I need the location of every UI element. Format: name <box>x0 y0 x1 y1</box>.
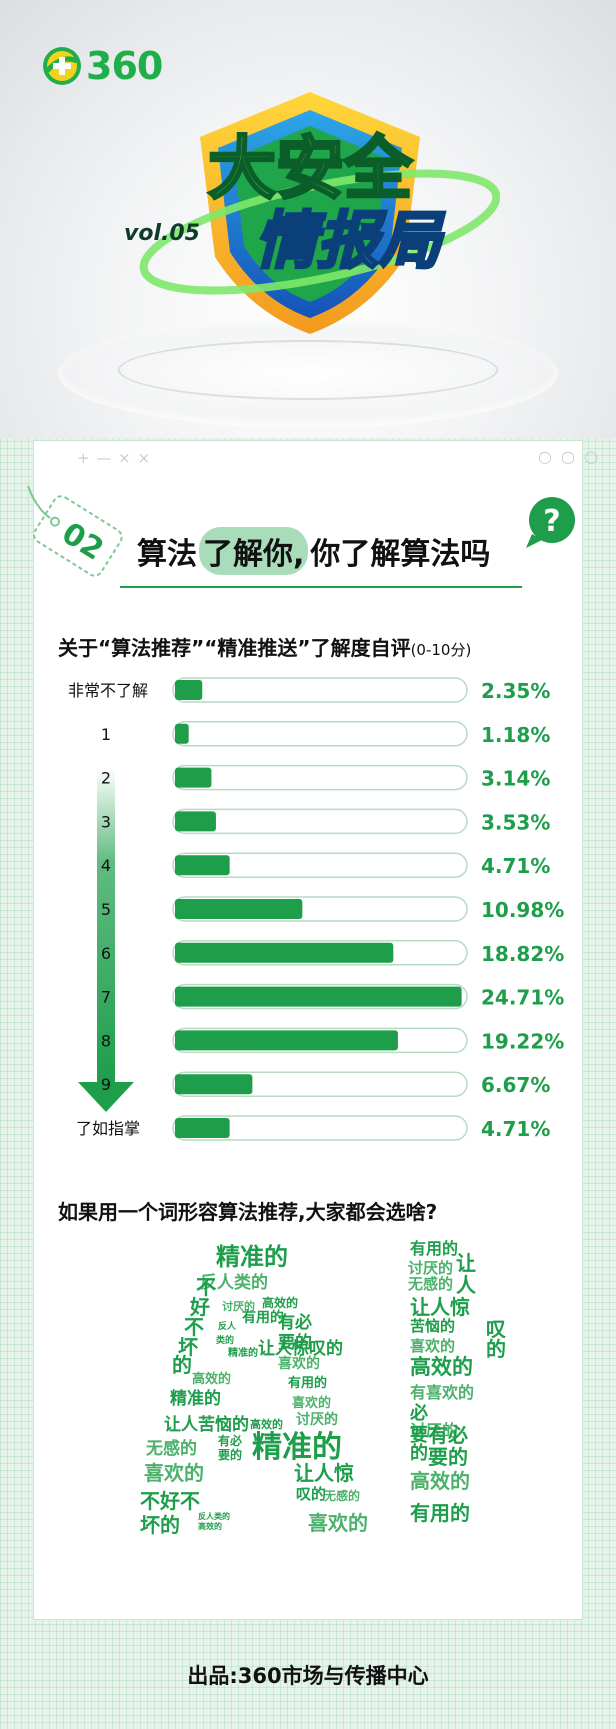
cloud-word: 喜欢的 <box>292 1396 332 1411</box>
hero-platform-ring <box>118 340 498 400</box>
cloud-word: 有用的 <box>410 1239 459 1258</box>
cloud-word: 喜欢的 <box>278 1356 320 1372</box>
ai-word-cloud: 精准的 反人类的不好不坏的讨厌的 高效的 反人 类的 精准的 有用的 高效的 有必 要的 让人惊叹的… <box>140 1241 506 1545</box>
cloud-word: 的 <box>172 1353 192 1377</box>
cloud-word: 无感的 <box>146 1439 197 1459</box>
cloud-word: 高效的 <box>198 1522 222 1531</box>
cloud-word: 反人 <box>218 1322 237 1332</box>
cloud-word: 喜欢的 <box>410 1337 456 1355</box>
footer-credit: 出品:360市场与传播中心 <box>187 1664 429 1688</box>
cloud-word: 有用的 <box>242 1310 284 1326</box>
cloud-word: 高效的 <box>410 1469 470 1493</box>
cloud-word: 有必 <box>218 1434 243 1448</box>
cloud-word: 让 <box>456 1251 476 1275</box>
wordcloud-question: 如果用一个词形容算法推荐,大家都会选啥? <box>58 1200 438 1224</box>
section-title-highlight: 了解你, <box>199 527 309 575</box>
section-title-pre: 算法 <box>137 537 197 572</box>
section-number-tag: 02 <box>27 485 123 577</box>
cloud-word: 高效的 <box>192 1372 232 1387</box>
section-title: 算法 了解你, 你了解算法吗 <box>137 527 491 575</box>
cloud-word: 高效的 <box>410 1355 473 1379</box>
survey-range-note: (0-10分) <box>410 641 472 659</box>
brand-logo: 360 <box>42 44 163 88</box>
info-bureau-emblem: 大安全 情报局 vol.05 <box>124 92 500 334</box>
cloud-word: 要 <box>410 1425 428 1446</box>
cloud-word: 无感的 <box>408 1275 454 1293</box>
cloud-word: 类的 <box>216 1336 235 1346</box>
survey-question-text: 关于“算法推荐”“精准推送”了解度自评 <box>58 636 411 660</box>
card-decoration-symbols: + — × × <box>77 449 152 467</box>
cloud-word: 让人惊 <box>294 1461 354 1485</box>
question-bubble-icon: ? <box>526 497 575 548</box>
cloud-word: 有喜欢的 <box>410 1383 475 1402</box>
card-decoration-dots: ○ ○ ○ <box>538 447 601 466</box>
question-mark: ? <box>543 504 560 539</box>
brand-logo-text: 360 <box>86 44 163 88</box>
hero-banner: 360 大安全 情报局 vol.05 <box>0 0 616 438</box>
cloud-word: 喜欢的 <box>144 1461 204 1485</box>
cloud-word: 有用的 <box>410 1501 470 1525</box>
cloud-word: 讨厌的 <box>222 1300 255 1313</box>
cloud-word: 无感的 <box>324 1489 361 1503</box>
cloud-word: 不 <box>196 1275 216 1299</box>
cloud-word: 苦恼的 <box>410 1317 456 1335</box>
cloud-word: 精准的 <box>216 1243 288 1271</box>
cloud-word: 不 <box>184 1315 204 1339</box>
cloud-word: 精准的 <box>252 1430 342 1465</box>
survey-question: 关于“算法推荐”“精准推送”了解度自评(0-10分) <box>58 632 471 661</box>
cloud-word: 必 <box>410 1403 428 1424</box>
cloud-word: 要的 <box>428 1445 468 1469</box>
cloud-word: 不好不 <box>140 1489 200 1513</box>
cloud-word: 让人苦恼的 <box>164 1415 249 1435</box>
cloud-word: 反人类的 <box>200 1273 268 1293</box>
cloud-word: 让人惊 <box>410 1295 470 1319</box>
cloud-word: 人 <box>456 1273 476 1297</box>
title-underline <box>120 586 522 588</box>
cloud-word: 高效的 <box>262 1296 299 1310</box>
section-title-post: 你了解算法吗 <box>310 537 491 572</box>
cloud-word: 叹的 <box>296 1485 327 1503</box>
cloud-word: 讨厌的 <box>296 1412 338 1428</box>
cloud-word: 好 <box>190 1295 210 1319</box>
cloud-word: 喜欢的 <box>308 1511 368 1535</box>
cloud-word: 有必 <box>428 1423 468 1447</box>
cloud-word: 精准的 <box>228 1348 258 1359</box>
cloud-word: 的 <box>410 1443 428 1464</box>
cloud-word: 讨厌的 <box>410 1421 459 1440</box>
cloud-word: 讨厌的 <box>408 1259 454 1277</box>
cloud-word: 要的 <box>278 1333 312 1353</box>
cloud-word: 精准的 <box>170 1389 221 1409</box>
emblem-volume: vol.05 <box>124 221 200 246</box>
cloud-word: 让人惊叹的 <box>258 1339 343 1359</box>
cloud-word: 反人类的 <box>198 1512 230 1521</box>
cloud-word: 有必 <box>278 1313 312 1333</box>
cloud-word: 叹 <box>486 1317 506 1341</box>
emblem-title-line2: 情报局 <box>255 204 445 277</box>
360-logo-icon <box>43 47 81 85</box>
cloud-word: 有用的 <box>288 1376 328 1391</box>
cloud-word: 坏 <box>178 1335 198 1359</box>
cloud-word: 的 <box>486 1337 506 1361</box>
cloud-word: 高效的 <box>250 1418 283 1431</box>
cloud-word: 坏的 <box>140 1513 180 1537</box>
cloud-word: 要的 <box>218 1448 243 1462</box>
emblem-title-line1: 大安全 <box>208 130 413 209</box>
